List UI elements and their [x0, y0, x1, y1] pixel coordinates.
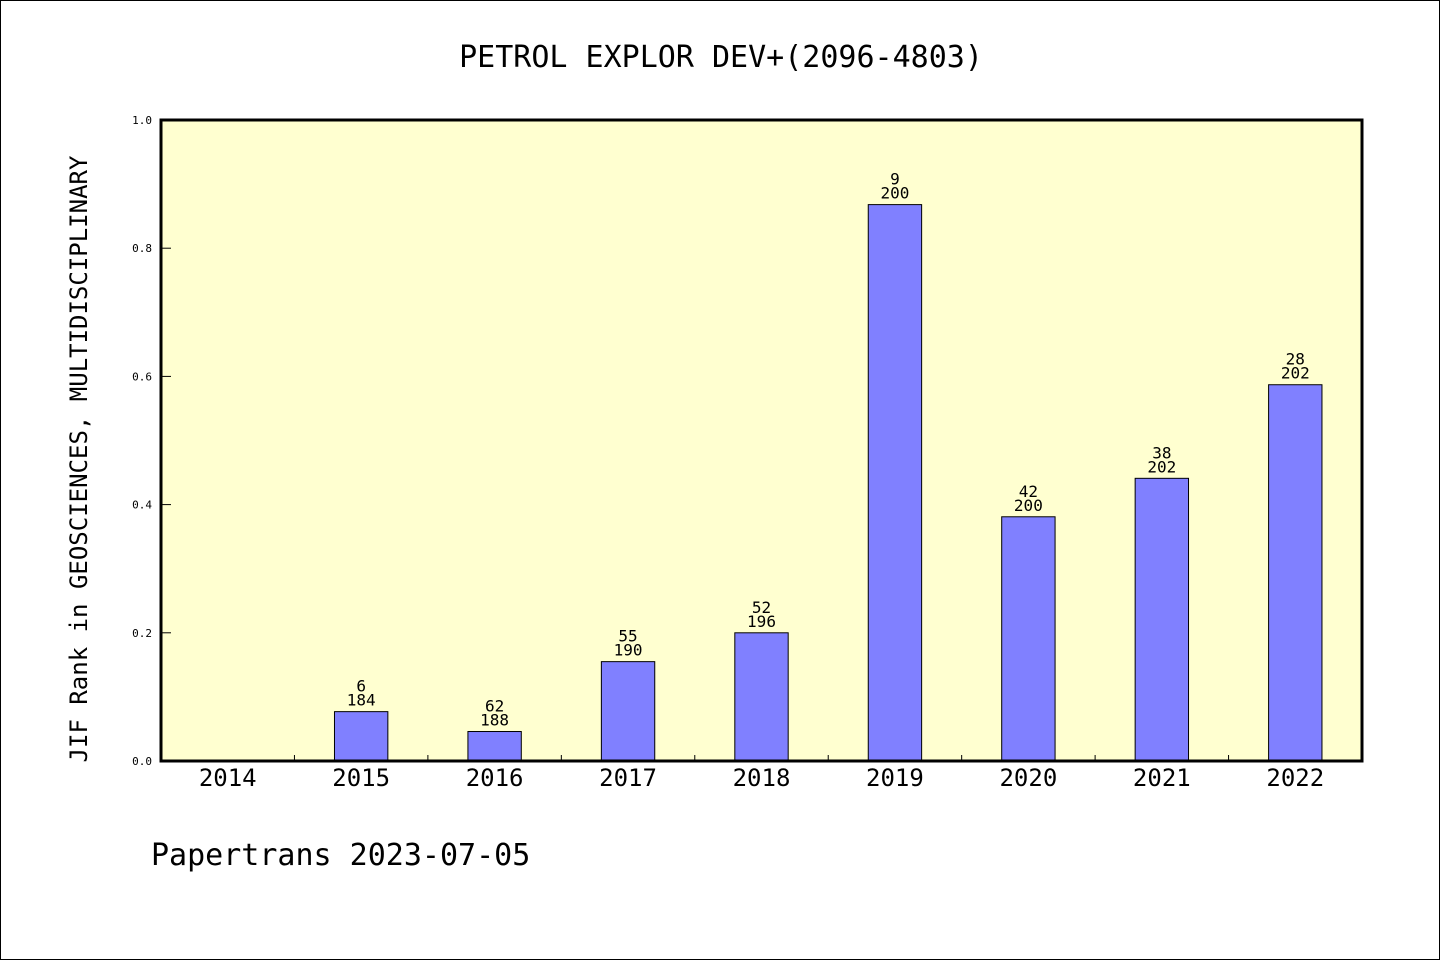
bar-rank-label: 9 [890, 170, 900, 189]
bar-total-label: 190 [614, 641, 643, 660]
y-tick-label: 0.4 [132, 499, 152, 512]
bar-total-label: 196 [747, 612, 776, 631]
x-tick-label: 2015 [332, 764, 390, 792]
bar-rank-label: 6 [356, 677, 366, 696]
y-axis-label: JIF Rank in GEOSCIENCES, MULTIDISCIPLINA… [65, 155, 93, 762]
x-tick-label: 2019 [866, 764, 924, 792]
x-tick-label: 2022 [1266, 764, 1324, 792]
bar [333, 711, 389, 762]
bar-total-label: 184 [347, 691, 376, 710]
y-tick-label: 0.6 [132, 370, 152, 383]
x-tick-label: 2017 [599, 764, 657, 792]
y-tick-label: 1.0 [132, 114, 152, 127]
x-tick-label: 2018 [733, 764, 791, 792]
bar [1134, 477, 1190, 762]
bar-total-label: 200 [1014, 496, 1043, 515]
bar [1001, 516, 1056, 762]
bar [1268, 384, 1323, 762]
x-tick-label: 2014 [199, 764, 257, 792]
x-tick-label: 2016 [466, 764, 524, 792]
x-tick-label: 2020 [999, 764, 1057, 792]
bar-rank-label: 28 [1286, 350, 1305, 369]
bar-rank-label: 38 [1152, 443, 1171, 462]
bar-total-label: 200 [880, 184, 909, 203]
footer-text: Papertrans 2023-07-05 [151, 838, 530, 873]
bar [467, 731, 522, 762]
bar-rank-label: 52 [752, 598, 771, 617]
bar-rank-label: 62 [485, 697, 504, 716]
bar-rank-label: 55 [618, 627, 637, 646]
bar-total-label: 202 [1281, 364, 1310, 383]
bar [734, 632, 789, 762]
y-tick-label: 0.8 [132, 242, 152, 255]
bar [600, 661, 656, 762]
y-tick-label: 0.2 [132, 627, 152, 640]
bar [867, 204, 923, 762]
bar-total-label: 188 [480, 711, 509, 730]
chart-title: PETROL EXPLOR DEV+(2096-4803) [459, 40, 983, 75]
plot-border [159, 118, 1364, 763]
bar-total-label: 202 [1147, 457, 1176, 476]
x-tick-label: 2021 [1133, 764, 1191, 792]
bar-rank-label: 42 [1019, 482, 1038, 501]
y-tick-label: 0.0 [132, 755, 152, 768]
